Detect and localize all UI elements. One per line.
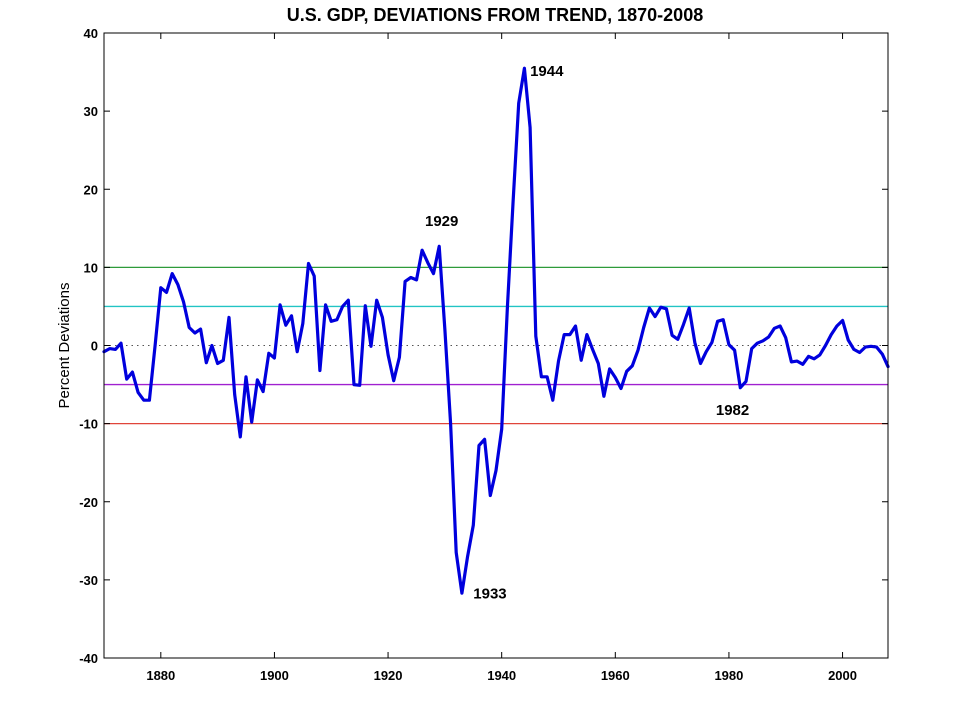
y-tick-label: 40	[84, 26, 98, 41]
x-tick-label: 2000	[828, 668, 857, 683]
annotation-label: 1933	[473, 586, 506, 603]
series-line	[102, 66, 890, 595]
y-tick-label: -20	[79, 495, 98, 510]
annotation-label: 1944	[530, 63, 564, 80]
x-tick-label: 1980	[714, 668, 743, 683]
y-tick-label: 20	[84, 182, 98, 197]
data-layer	[102, 66, 890, 595]
y-tick-labels: -40 -30 -20 -10 0 10 20 30 40	[79, 26, 98, 666]
reference-lines	[104, 266, 888, 425]
x-tick-labels: 1880 1900 1920 1940 1960 1980 2000	[146, 668, 857, 683]
y-tick-label: 0	[91, 339, 98, 354]
annotation-label: 1929	[425, 213, 458, 230]
axis-ticks	[104, 32, 888, 659]
x-tick-label: 1960	[601, 668, 630, 683]
y-tick-label: -40	[79, 651, 98, 666]
x-tick-label: 1920	[374, 668, 403, 683]
y-tick-label: 30	[84, 104, 98, 119]
x-tick-label: 1940	[487, 668, 516, 683]
chart-title: U.S. GDP, DEVIATIONS FROM TREND, 1870-20…	[287, 5, 703, 25]
y-tick-label: 10	[84, 260, 98, 275]
annotations: 1944 1929 1933 1982	[425, 63, 749, 603]
x-tick-label: 1900	[260, 668, 289, 683]
y-axis-label: Percent Deviations	[56, 283, 73, 409]
y-tick-label: -30	[79, 573, 98, 588]
annotation-label: 1982	[716, 402, 749, 419]
y-tick-label: -10	[79, 417, 98, 432]
x-tick-label: 1880	[146, 668, 175, 683]
